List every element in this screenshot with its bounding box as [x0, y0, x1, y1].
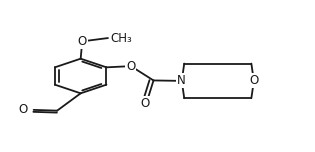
- Text: O: O: [126, 60, 135, 73]
- Text: O: O: [249, 74, 259, 87]
- Text: CH₃: CH₃: [111, 32, 132, 45]
- Text: O: O: [19, 103, 28, 116]
- Text: O: O: [141, 97, 150, 110]
- Text: N: N: [177, 74, 186, 87]
- Text: O: O: [77, 35, 87, 48]
